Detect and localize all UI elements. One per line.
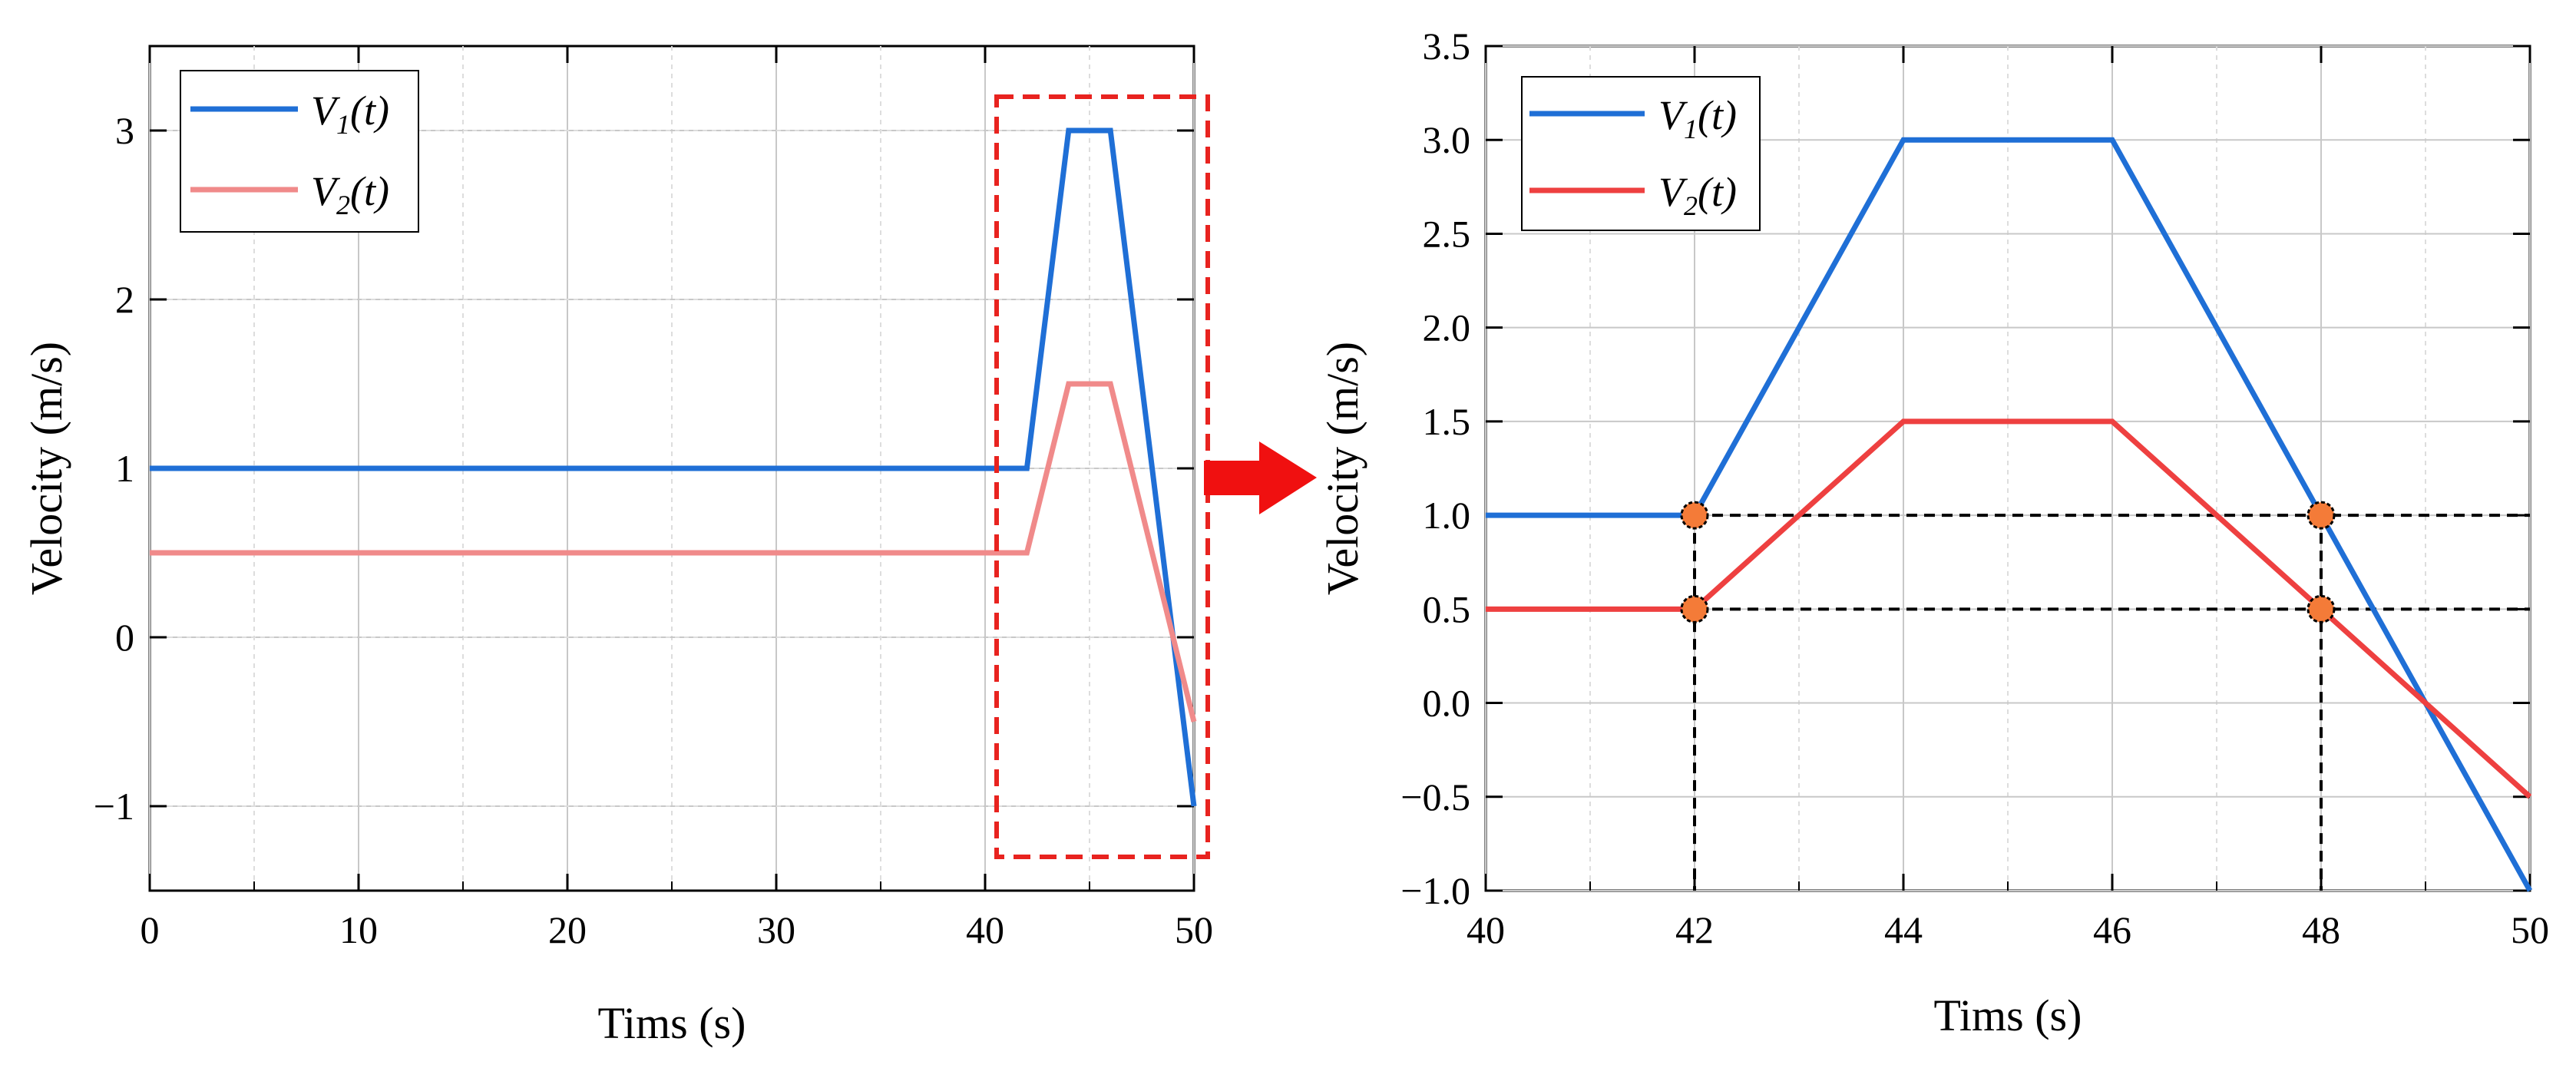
zoom-region-box xyxy=(994,94,1210,859)
chart-overview: 0 10 20 30 40 50 −1 0 1 2 3 V1(t) V2(t) Tims (s) V… xyxy=(21,45,1213,1048)
y-tick-label: 2.5 xyxy=(1423,212,1471,255)
legend-label-v2: V2(t) xyxy=(1658,169,1737,221)
x-axis-title-zoom: Tims (s) xyxy=(1934,990,2082,1040)
legend-label-v2: V2(t) xyxy=(311,168,389,220)
legend-overview: V1(t) V2(t) xyxy=(180,70,419,233)
y-tick-label: −1 xyxy=(94,785,134,828)
x-tick-label: 42 xyxy=(1675,908,1714,951)
legend-label-v1: V1(t) xyxy=(1658,92,1737,144)
y-tick-label: 0 xyxy=(115,616,134,659)
y-tick-label: −0.5 xyxy=(1400,775,1470,818)
x-tick-label: 40 xyxy=(1467,908,1505,951)
y-axis-title-overview: Velocity (m/s) xyxy=(21,342,71,595)
legend-box xyxy=(180,70,419,233)
y-tick-label: 1.5 xyxy=(1423,400,1471,443)
x-tick-label: 48 xyxy=(2302,908,2340,951)
series-line-v1 xyxy=(150,127,1197,807)
intersection-marker xyxy=(1680,594,1709,623)
y-tick-label: 0.5 xyxy=(1423,587,1471,630)
x-tick-label: 50 xyxy=(1175,908,1213,951)
y-tick-label: 1 xyxy=(115,447,134,490)
y-tick-label: 2 xyxy=(115,278,134,321)
zoom-arrow xyxy=(1204,441,1317,514)
ticks-overview: 0 10 20 30 40 50 −1 0 1 2 3 xyxy=(94,46,1213,951)
y-tick-label: −1.0 xyxy=(1400,869,1470,912)
x-tick-label: 30 xyxy=(757,908,795,951)
y-tick-label: 1.0 xyxy=(1423,494,1471,537)
x-axis-title-overview: Tims (s) xyxy=(598,998,746,1048)
intersection-marker xyxy=(2306,501,2336,530)
intersection-marker xyxy=(1680,501,1709,530)
series-line-v2 xyxy=(150,381,1197,722)
x-tick-label: 0 xyxy=(141,908,160,951)
series-line-v1 xyxy=(1486,137,2533,892)
legend-label-v1: V1(t) xyxy=(311,88,389,140)
intersection-markers xyxy=(1680,501,2336,623)
intersection-marker xyxy=(2306,594,2336,623)
x-tick-label: 46 xyxy=(2093,908,2131,951)
series-line-v2 xyxy=(1486,418,2532,799)
y-tick-label: 3 xyxy=(115,109,134,152)
legend-box xyxy=(1521,76,1761,231)
y-tick-label: 3.0 xyxy=(1423,118,1471,161)
series-overview xyxy=(150,127,1197,807)
y-axis-title-zoom: Velocity (m/s) xyxy=(1318,342,1367,595)
x-tick-label: 40 xyxy=(966,908,1004,951)
y-tick-label: 2.0 xyxy=(1423,306,1471,349)
chart-zoom: 40 42 44 46 48 50 −1.0 −0.5 0.0 0.5 1.0 1.5 2.0 2.5 3.… xyxy=(1318,25,2549,1040)
series-zoom xyxy=(1486,137,2533,892)
x-tick-label: 10 xyxy=(339,908,378,951)
y-tick-label: 3.5 xyxy=(1423,25,1471,68)
x-tick-label: 50 xyxy=(2511,908,2549,951)
x-tick-label: 44 xyxy=(1884,908,1923,951)
guide-lines-zoom xyxy=(1693,514,2530,891)
y-tick-label: 0.0 xyxy=(1423,682,1471,725)
legend-zoom: V1(t) V2(t) xyxy=(1521,76,1761,231)
x-tick-label: 20 xyxy=(548,908,587,951)
